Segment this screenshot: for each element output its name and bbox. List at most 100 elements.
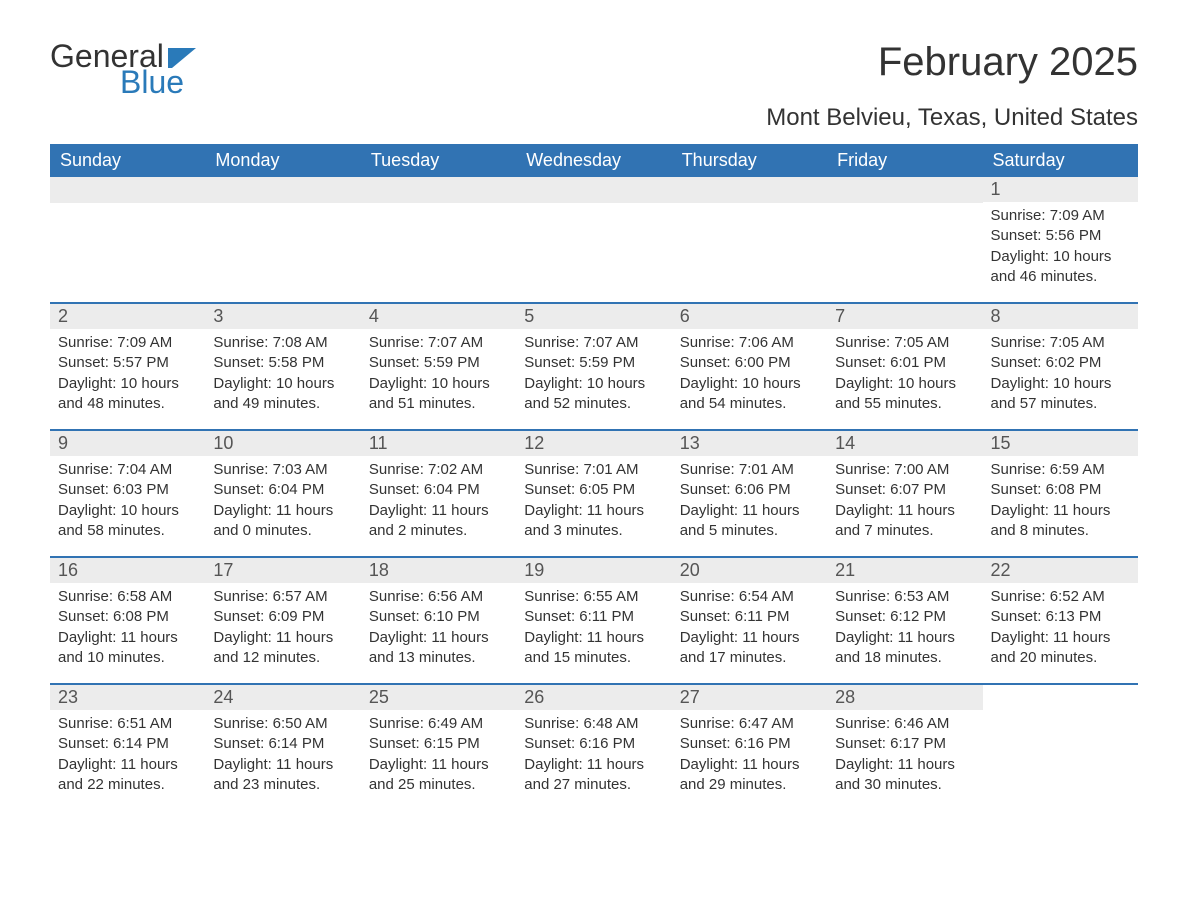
day-detail-line: Sunrise: 7:04 AM (58, 460, 197, 480)
day-detail-line: Sunset: 6:05 PM (524, 480, 663, 500)
day-details: Sunrise: 7:01 AMSunset: 6:06 PMDaylight:… (672, 456, 827, 551)
day-of-week-label: Monday (205, 144, 360, 177)
day-detail-line: Sunset: 6:04 PM (369, 480, 508, 500)
day-details: Sunrise: 7:00 AMSunset: 6:07 PMDaylight:… (827, 456, 982, 551)
calendar-day: 23Sunrise: 6:51 AMSunset: 6:14 PMDayligh… (50, 685, 205, 810)
day-detail-line: Sunset: 6:03 PM (58, 480, 197, 500)
day-detail-line: Sunset: 6:06 PM (680, 480, 819, 500)
calendar-day: 5Sunrise: 7:07 AMSunset: 5:59 PMDaylight… (516, 304, 671, 429)
day-detail-line: Sunrise: 6:51 AM (58, 714, 197, 734)
day-details: Sunrise: 6:50 AMSunset: 6:14 PMDaylight:… (205, 710, 360, 805)
day-number: 1 (983, 177, 1138, 202)
calendar-day: 6Sunrise: 7:06 AMSunset: 6:00 PMDaylight… (672, 304, 827, 429)
day-detail-line: Daylight: 11 hours and 5 minutes. (680, 501, 819, 542)
calendar-day: 19Sunrise: 6:55 AMSunset: 6:11 PMDayligh… (516, 558, 671, 683)
day-detail-line: Daylight: 11 hours and 7 minutes. (835, 501, 974, 542)
calendar-day: 27Sunrise: 6:47 AMSunset: 6:16 PMDayligh… (672, 685, 827, 810)
day-detail-line: Daylight: 11 hours and 0 minutes. (213, 501, 352, 542)
calendar-day: 4Sunrise: 7:07 AMSunset: 5:59 PMDaylight… (361, 304, 516, 429)
day-detail-line: Sunrise: 7:00 AM (835, 460, 974, 480)
day-detail-line: Sunset: 6:15 PM (369, 734, 508, 754)
day-detail-line: Daylight: 11 hours and 17 minutes. (680, 628, 819, 669)
day-number: 9 (50, 431, 205, 456)
day-detail-line: Sunrise: 6:55 AM (524, 587, 663, 607)
day-details: Sunrise: 6:47 AMSunset: 6:16 PMDaylight:… (672, 710, 827, 805)
day-details: Sunrise: 7:05 AMSunset: 6:01 PMDaylight:… (827, 329, 982, 424)
day-detail-line: Daylight: 11 hours and 12 minutes. (213, 628, 352, 669)
day-details: Sunrise: 6:54 AMSunset: 6:11 PMDaylight:… (672, 583, 827, 678)
calendar-day: 20Sunrise: 6:54 AMSunset: 6:11 PMDayligh… (672, 558, 827, 683)
day-detail-line: Sunrise: 6:49 AM (369, 714, 508, 734)
day-detail-line: Sunrise: 6:57 AM (213, 587, 352, 607)
day-number: 8 (983, 304, 1138, 329)
day-detail-line: Sunset: 5:56 PM (991, 226, 1130, 246)
day-detail-line: Sunrise: 7:07 AM (369, 333, 508, 353)
day-number: 11 (361, 431, 516, 456)
day-number: 12 (516, 431, 671, 456)
day-detail-line: Sunset: 6:12 PM (835, 607, 974, 627)
day-number: 17 (205, 558, 360, 583)
day-number: 21 (827, 558, 982, 583)
day-detail-line: Daylight: 10 hours and 57 minutes. (991, 374, 1130, 415)
day-detail-line: Daylight: 11 hours and 2 minutes. (369, 501, 508, 542)
day-detail-line: Sunset: 5:59 PM (524, 353, 663, 373)
day-detail-line: Sunrise: 6:47 AM (680, 714, 819, 734)
day-detail-line: Sunset: 5:58 PM (213, 353, 352, 373)
calendar-day: 18Sunrise: 6:56 AMSunset: 6:10 PMDayligh… (361, 558, 516, 683)
day-details: Sunrise: 7:05 AMSunset: 6:02 PMDaylight:… (983, 329, 1138, 424)
day-details: Sunrise: 7:07 AMSunset: 5:59 PMDaylight:… (361, 329, 516, 424)
day-detail-line: Sunset: 6:02 PM (991, 353, 1130, 373)
day-detail-line: Sunset: 6:13 PM (991, 607, 1130, 627)
day-number: 16 (50, 558, 205, 583)
day-number: 26 (516, 685, 671, 710)
location-subtitle: Mont Belvieu, Texas, United States (50, 104, 1138, 132)
day-detail-line: Sunset: 6:10 PM (369, 607, 508, 627)
day-details: Sunrise: 6:59 AMSunset: 6:08 PMDaylight:… (983, 456, 1138, 551)
day-detail-line: Sunset: 6:01 PM (835, 353, 974, 373)
day-detail-line: Daylight: 10 hours and 48 minutes. (58, 374, 197, 415)
day-of-week-label: Thursday (672, 144, 827, 177)
calendar-day: 1Sunrise: 7:09 AMSunset: 5:56 PMDaylight… (983, 177, 1138, 302)
calendar-week: 1Sunrise: 7:09 AMSunset: 5:56 PMDaylight… (50, 177, 1138, 302)
day-details: Sunrise: 7:03 AMSunset: 6:04 PMDaylight:… (205, 456, 360, 551)
day-detail-line: Daylight: 11 hours and 18 minutes. (835, 628, 974, 669)
calendar-day: 16Sunrise: 6:58 AMSunset: 6:08 PMDayligh… (50, 558, 205, 683)
day-detail-line: Daylight: 10 hours and 49 minutes. (213, 374, 352, 415)
day-details: Sunrise: 6:58 AMSunset: 6:08 PMDaylight:… (50, 583, 205, 678)
day-detail-line: Daylight: 11 hours and 30 minutes. (835, 755, 974, 796)
day-detail-line: Daylight: 11 hours and 15 minutes. (524, 628, 663, 669)
day-number: 14 (827, 431, 982, 456)
day-details: Sunrise: 7:06 AMSunset: 6:00 PMDaylight:… (672, 329, 827, 424)
day-detail-line: Sunrise: 7:07 AM (524, 333, 663, 353)
day-detail-line: Daylight: 11 hours and 25 minutes. (369, 755, 508, 796)
day-number: 7 (827, 304, 982, 329)
day-number (827, 177, 982, 203)
day-detail-line: Sunset: 6:09 PM (213, 607, 352, 627)
calendar-week: 16Sunrise: 6:58 AMSunset: 6:08 PMDayligh… (50, 556, 1138, 683)
calendar-day (516, 177, 671, 302)
day-detail-line: Sunrise: 6:50 AM (213, 714, 352, 734)
calendar-day: 8Sunrise: 7:05 AMSunset: 6:02 PMDaylight… (983, 304, 1138, 429)
calendar-day: 9 Sunrise: 7:04 AMSunset: 6:03 PMDaylight… (50, 431, 205, 556)
day-number: 19 (516, 558, 671, 583)
day-number: 18 (361, 558, 516, 583)
day-details: Sunrise: 6:46 AMSunset: 6:17 PMDaylight:… (827, 710, 982, 805)
day-detail-line: Sunrise: 6:48 AM (524, 714, 663, 734)
day-detail-line: Sunset: 6:16 PM (524, 734, 663, 754)
day-number: 28 (827, 685, 982, 710)
day-details: Sunrise: 7:02 AMSunset: 6:04 PMDaylight:… (361, 456, 516, 551)
day-detail-line: Sunrise: 7:05 AM (835, 333, 974, 353)
day-detail-line: Daylight: 10 hours and 58 minutes. (58, 501, 197, 542)
calendar-day: 13Sunrise: 7:01 AMSunset: 6:06 PMDayligh… (672, 431, 827, 556)
day-details: Sunrise: 7:07 AMSunset: 5:59 PMDaylight:… (516, 329, 671, 424)
calendar-day: 28Sunrise: 6:46 AMSunset: 6:17 PMDayligh… (827, 685, 982, 810)
day-detail-line: Daylight: 10 hours and 46 minutes. (991, 247, 1130, 288)
day-number: 27 (672, 685, 827, 710)
day-detail-line: Sunset: 6:04 PM (213, 480, 352, 500)
day-detail-line: Sunrise: 6:46 AM (835, 714, 974, 734)
day-detail-line: Sunrise: 6:53 AM (835, 587, 974, 607)
day-detail-line: Sunrise: 6:54 AM (680, 587, 819, 607)
day-detail-line: Sunrise: 7:03 AM (213, 460, 352, 480)
day-detail-line: Sunrise: 7:09 AM (58, 333, 197, 353)
day-of-week-label: Wednesday (516, 144, 671, 177)
